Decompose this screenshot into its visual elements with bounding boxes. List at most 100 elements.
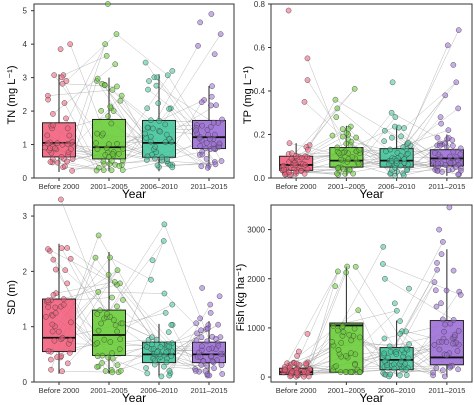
data-point [216,140,223,147]
data-point [162,139,169,146]
panel-border [33,3,235,179]
data-point [302,162,309,168]
data-point [332,96,339,103]
data-point [50,291,57,298]
connector-line [304,101,343,137]
data-point [208,102,214,109]
data-point [147,138,154,145]
data-point [114,362,121,368]
data-point [457,292,464,298]
data-point [389,79,396,86]
data-point [163,131,170,138]
data-point [117,336,124,342]
data-point [114,83,120,90]
x-tick-label: Before 2000 [39,182,80,191]
data-point [356,147,363,153]
x-tick-label: 2001–2005 [90,386,128,395]
data-point [209,83,215,89]
data-point [169,68,176,74]
data-point [393,157,400,164]
data-point [157,128,163,135]
data-point [149,125,156,132]
data-point [452,164,459,170]
data-point [45,246,51,252]
connector-line [396,30,459,161]
data-point [62,267,69,273]
data-point [209,358,216,365]
connector-line [103,240,164,319]
data-point [146,78,152,84]
data-point [58,245,65,251]
connector-line [390,281,435,352]
data-point [208,93,215,100]
data-point [59,334,66,341]
data-point [218,362,225,368]
panel-tn: 0 1 2 3 4 5 Before 2000 2001–2005 2006–2010 2011–… [6,1,235,201]
data-point [94,364,100,370]
y-tick-label: 1 [23,323,28,332]
data-point [107,339,114,345]
data-point [155,100,162,107]
data-point [339,133,346,140]
connector-line [104,85,148,157]
data-point [442,92,449,99]
panel-border [33,204,235,383]
data-point [93,140,99,146]
data-point [200,358,207,365]
connector-line [306,272,347,372]
data-point [446,204,453,211]
data-point [198,163,205,170]
data-point [286,169,292,176]
data-point [111,279,118,285]
data-point [166,367,173,374]
data-point [199,151,206,158]
data-point [406,285,412,292]
y-axis-title: Fish (kg ha⁻¹) [235,264,247,332]
data-point [381,335,388,342]
data-point [447,160,454,166]
data-point [285,7,292,14]
data-point [63,78,70,84]
data-point [330,323,337,329]
data-point [443,287,450,294]
data-point [301,99,308,105]
data-point [161,290,168,297]
data-point [98,107,105,114]
data-point [205,325,211,332]
data-point [401,156,407,162]
connector-line [116,33,168,76]
data-point [207,124,214,130]
connector-line [387,269,438,358]
data-point [152,357,158,364]
data-point [393,351,400,357]
connector-line [72,80,97,160]
data-point [343,353,349,359]
data-point [450,148,457,155]
data-point [114,303,120,310]
data-point [218,158,225,164]
data-point [403,372,410,379]
connector-line [170,304,211,374]
y-tick-label: 0.2 [254,131,266,140]
data-point [350,170,357,177]
data-point [143,365,149,371]
data-point [164,72,171,79]
data-point [197,143,204,149]
data-point [161,363,167,370]
data-point [442,373,448,380]
data-point [351,85,358,92]
data-point [292,162,299,168]
data-point [193,320,199,327]
data-point [293,360,300,367]
data-point [120,297,126,303]
data-point [207,301,214,308]
data-point [154,349,160,356]
data-point [211,51,218,58]
data-point [346,167,353,173]
data-point [106,141,112,147]
data-point [195,43,201,49]
data-point [209,333,216,340]
data-point [340,323,346,329]
data-point [45,297,51,304]
